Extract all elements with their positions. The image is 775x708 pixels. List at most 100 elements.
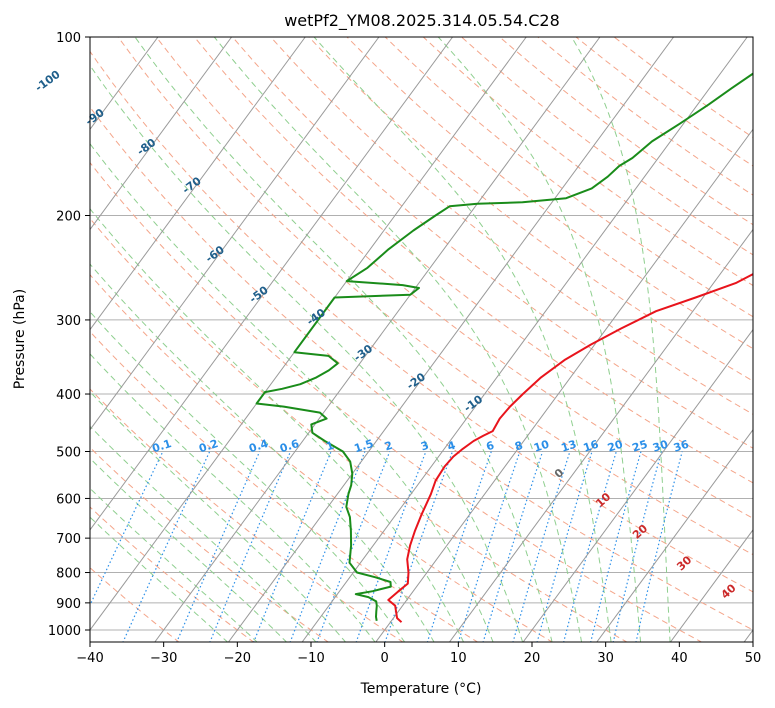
chart-title: wetPf2_YM08.2025.314.05.54.C28 xyxy=(284,11,560,31)
x-tick-label: 10 xyxy=(450,651,467,666)
temperature-profile-line xyxy=(387,273,753,623)
isotherm-line xyxy=(90,37,233,231)
isotherm-line xyxy=(301,37,748,642)
mixing-ratio-lines xyxy=(90,451,683,642)
moist-adiabat-line xyxy=(90,142,494,642)
x-tick-label: 40 xyxy=(671,651,688,666)
plot-frame xyxy=(89,36,754,643)
mixing-ratio-line xyxy=(289,451,366,642)
dry-adiabat-line xyxy=(90,217,628,642)
dry-adiabat-line xyxy=(90,161,703,642)
y-tick-label: 200 xyxy=(56,210,81,225)
moist-adiabat-line xyxy=(90,457,288,642)
y-tick-label: 300 xyxy=(56,314,81,329)
mixing-ratio-line xyxy=(563,451,617,642)
y-tick-label: 700 xyxy=(56,532,81,547)
mixing-ratio-label: 0.2 xyxy=(197,437,220,455)
mixing-ratio-label: 16 xyxy=(582,438,601,455)
dry-adiabat-line xyxy=(308,37,753,382)
y-tick-label: 600 xyxy=(56,492,81,507)
moist-adiabat-line xyxy=(90,391,347,642)
mixing-ratio-line xyxy=(316,451,391,642)
moist-adiabat-line xyxy=(90,425,317,642)
dry-adiabat-line xyxy=(346,37,753,350)
dry-adiabat-line xyxy=(270,37,753,415)
mixing-ratio-label: 0.6 xyxy=(278,437,301,455)
moist-adiabat-line xyxy=(571,37,671,642)
moist-adiabat-line xyxy=(313,37,612,642)
x-tick-label: 30 xyxy=(597,651,614,666)
mixing-ratio-label: 3 xyxy=(419,439,430,454)
mixing-ratio-line xyxy=(482,451,544,642)
isotherm-line xyxy=(448,228,753,642)
y-tick-label: 100 xyxy=(56,31,81,46)
x-axis-label: Temperature (°C) xyxy=(360,681,482,697)
mixing-ratio-line xyxy=(176,451,261,642)
mixing-ratio-label: 13 xyxy=(560,438,579,455)
moist-adiabat-line xyxy=(90,353,376,642)
dry-adiabat-line xyxy=(90,50,753,593)
mixing-ratio-label: 8 xyxy=(513,439,524,454)
mixing-ratio-label: 1 xyxy=(324,439,335,454)
pressure-gridlines xyxy=(90,37,753,631)
isotherm-line xyxy=(227,37,675,642)
moist-adiabat-line xyxy=(90,263,435,642)
y-tick-label: 900 xyxy=(56,597,81,612)
isotherm-line xyxy=(90,37,306,331)
mixing-ratio-label: 2 xyxy=(383,439,394,454)
x-tick-label: −40 xyxy=(76,651,103,666)
x-tick-label: −30 xyxy=(150,651,177,666)
moist-adiabat-line xyxy=(437,37,642,642)
x-tick-label: 20 xyxy=(524,651,541,666)
isotherm-line xyxy=(90,37,454,531)
y-tick-label: 500 xyxy=(56,445,81,460)
x-tick-label: 50 xyxy=(745,651,762,666)
x-tick-label: −20 xyxy=(224,651,251,666)
mixing-ratio-label: 0.1 xyxy=(150,437,173,455)
mixing-ratio-label: 25 xyxy=(631,438,650,455)
dry-adiabat-line xyxy=(155,37,753,519)
mixing-ratio-line xyxy=(355,451,427,642)
mixing-ratio-line xyxy=(426,451,492,642)
mixing-ratio-label: 36 xyxy=(672,438,691,455)
x-tick-label: 0 xyxy=(381,651,389,666)
isotherm-line xyxy=(596,428,753,642)
moist-adiabat-line xyxy=(90,516,229,642)
mixing-ratio-label: 20 xyxy=(606,438,625,455)
isotherm-line xyxy=(90,37,380,431)
y-tick-label: 800 xyxy=(56,567,81,582)
axis-ticks: −40 −30 −20 −10 0 10 20 30 40 5010020030040050060… xyxy=(48,31,761,666)
moist-adiabat-line xyxy=(213,37,583,642)
mixing-ratio-label: 30 xyxy=(651,438,670,455)
y-axis-label: Pressure (hPa) xyxy=(12,289,28,389)
mixing-ratio-label: 1.5 xyxy=(353,437,376,455)
mixing-ratio-line xyxy=(457,451,521,642)
dewpoint-profile-line xyxy=(255,72,753,621)
mixing-ratio-line xyxy=(536,451,593,642)
dry-adiabat-line xyxy=(90,274,554,642)
x-tick-label: −10 xyxy=(297,651,324,666)
mixing-ratio-line xyxy=(590,451,642,642)
mixing-ratio-label: 6 xyxy=(485,439,497,454)
mixing-ratio-line xyxy=(209,451,292,642)
isotherm-label: -100 xyxy=(33,68,63,95)
isotherm-line xyxy=(522,328,753,642)
moist-adiabat-line xyxy=(90,487,258,642)
mixing-ratio-line xyxy=(512,451,571,642)
plot-background xyxy=(90,37,753,642)
mixing-ratio-line xyxy=(253,451,332,642)
mixing-ratio-line xyxy=(612,451,663,642)
moist-adiabat-line xyxy=(134,37,553,642)
mixing-ratio-label: 4 xyxy=(446,439,458,454)
isotherm-line xyxy=(0,37,11,643)
moist-adiabat-line xyxy=(90,64,524,642)
mixing-ratio-label: 0.4 xyxy=(247,437,270,455)
sounding-series xyxy=(255,72,753,623)
isotherm-line xyxy=(154,37,601,642)
dry-adiabat-line xyxy=(90,106,753,631)
y-tick-label: 400 xyxy=(56,388,81,403)
y-tick-label: 1000 xyxy=(48,624,81,639)
mixing-ratio-label: 10 xyxy=(532,438,551,455)
isotherm-line xyxy=(669,529,753,642)
